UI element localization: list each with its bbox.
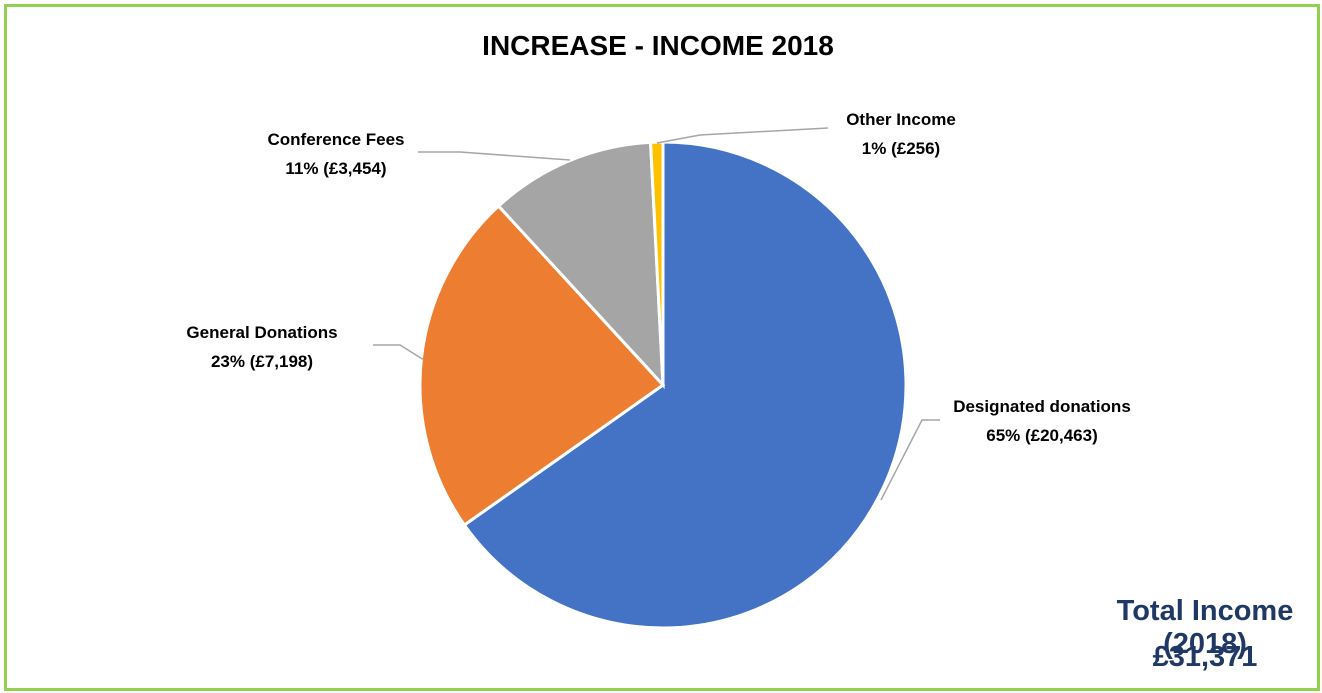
leader-line-general-donations — [373, 344, 425, 361]
slice-label-other-income: Other Income — [846, 110, 956, 129]
total-income-value: £31,371 — [1152, 641, 1258, 673]
slice-label-general-donations: General Donations — [186, 323, 337, 342]
slice-label-conference-fees: Conference Fees — [268, 130, 405, 149]
pie-slice-designated-donations — [462, 140, 908, 630]
slice-value-label-designated-donations: 65% (£20,463) — [986, 426, 1098, 445]
leader-line-designated-donations — [880, 419, 940, 501]
slice-value-label-conference-fees: 11% (£3,454) — [285, 159, 386, 178]
leader-line-conference-fees — [418, 151, 571, 161]
slice-value-label-general-donations: 23% (£7,198) — [211, 352, 313, 371]
total-income-label: Total Income (2018) — [1116, 595, 1294, 660]
chart-title: INCREASE - INCOME 2018 — [482, 30, 834, 61]
slice-label-designated-donations: Designated donations — [953, 397, 1131, 416]
pie-slice-conference-fees — [496, 140, 665, 390]
leader-line-other-income — [656, 127, 829, 144]
slice-value-label-other-income: 1% (£256) — [862, 139, 940, 158]
